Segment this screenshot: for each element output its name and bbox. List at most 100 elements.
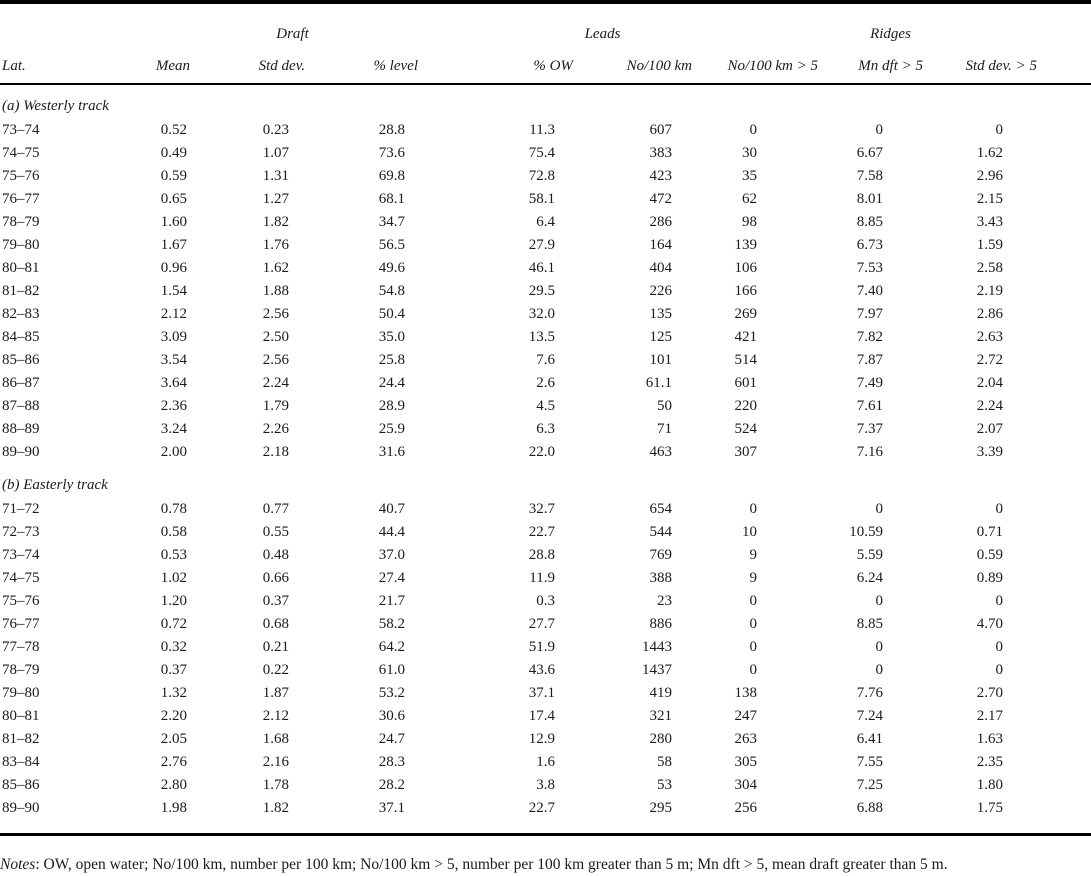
- value-cell: 58: [657, 754, 672, 770]
- value-cell: 886: [649, 616, 673, 632]
- value-cell: 1.67: [160, 237, 187, 253]
- value-cell: 6.41: [856, 731, 883, 747]
- value-cell: 62: [742, 191, 757, 207]
- lat-cell: 73–74: [2, 122, 40, 138]
- value-cell: 54.8: [378, 283, 405, 299]
- value-cell: 0.71: [976, 524, 1004, 540]
- value-cell: 139: [734, 237, 758, 253]
- value-cell: 164: [649, 237, 673, 253]
- lat-cell: 81–82: [2, 731, 40, 747]
- value-cell: 247: [734, 708, 758, 724]
- value-cell: 98: [742, 214, 757, 230]
- table-row: 81–82 1.54 1.88 54.8 29.5 226 166 7.40 2.19: [0, 280, 1091, 303]
- value-cell: 75.4: [528, 145, 555, 161]
- value-cell: 1.20: [160, 593, 187, 609]
- value-cell: 58.1: [528, 191, 555, 207]
- column-header-mean: Mean: [115, 44, 195, 85]
- value-cell: 2.19: [976, 283, 1004, 299]
- value-cell: 1.27: [262, 191, 289, 207]
- value-cell: 6.67: [856, 145, 883, 161]
- lat-cell: 85–86: [2, 777, 40, 793]
- group-header-draft: Draft: [276, 26, 309, 42]
- value-cell: 1.78: [262, 777, 289, 793]
- value-cell: 61.0: [378, 662, 405, 678]
- table-row: 77–78 0.32 0.21 64.2 51.9 1443 0 0 0: [0, 636, 1091, 659]
- section-label-row: (a) Westerly track: [0, 84, 1091, 119]
- value-cell: 601: [734, 375, 758, 391]
- value-cell: 3.39: [976, 444, 1004, 460]
- value-cell: 2.05: [160, 731, 187, 747]
- lat-cell: 89–90: [2, 444, 40, 460]
- value-cell: 0.65: [160, 191, 187, 207]
- value-cell: 0: [749, 501, 758, 517]
- value-cell: 321: [649, 708, 673, 724]
- value-cell: 2.20: [160, 708, 187, 724]
- table-row: 80–81 0.96 1.62 49.6 46.1 404 106 7.53 2.58: [0, 257, 1091, 280]
- value-cell: 0.21: [262, 639, 289, 655]
- lat-cell: 75–76: [2, 168, 40, 184]
- value-cell: 27.7: [528, 616, 555, 632]
- value-cell: 1.60: [160, 214, 187, 230]
- value-cell: 0.58: [160, 524, 187, 540]
- value-cell: 24.4: [378, 375, 405, 391]
- value-cell: 35: [742, 168, 757, 184]
- value-cell: 0.3: [536, 593, 555, 609]
- value-cell: 51.9: [528, 639, 555, 655]
- value-cell: 6.88: [856, 800, 883, 816]
- value-cell: 1.54: [160, 283, 187, 299]
- value-cell: 307: [734, 444, 758, 460]
- value-cell: 1.76: [262, 237, 289, 253]
- value-cell: 27.4: [378, 570, 405, 586]
- value-cell: 6.73: [856, 237, 883, 253]
- value-cell: 0: [875, 122, 884, 138]
- value-cell: 101: [649, 352, 673, 368]
- value-cell: 1443: [642, 639, 672, 655]
- value-cell: 7.97: [856, 306, 883, 322]
- value-cell: 50: [657, 398, 672, 414]
- value-cell: 50.4: [378, 306, 405, 322]
- table-row: 78–79 0.37 0.22 61.0 43.6 1437 0 0 0: [0, 659, 1091, 682]
- value-cell: 269: [734, 306, 758, 322]
- value-cell: 53: [657, 777, 672, 793]
- value-cell: 0.37: [262, 593, 289, 609]
- value-cell: 5.59: [856, 547, 883, 563]
- lat-cell: 72–73: [2, 524, 40, 540]
- value-cell: 11.3: [529, 122, 555, 138]
- value-cell: 1.62: [262, 260, 289, 276]
- value-cell: 37.1: [528, 685, 555, 701]
- table-bottom-spacer: [0, 820, 1091, 835]
- lat-cell: 83–84: [2, 754, 40, 770]
- table-row: 73–74 0.52 0.23 28.8 11.3 607 0 0 0: [0, 119, 1091, 142]
- value-cell: 524: [734, 421, 758, 437]
- value-cell: 17.4: [528, 708, 555, 724]
- value-cell: 0: [995, 122, 1004, 138]
- value-cell: 0: [749, 122, 758, 138]
- value-cell: 106: [734, 260, 758, 276]
- value-cell: 37.1: [378, 800, 405, 816]
- table-row: 80–81 2.20 2.12 30.6 17.4 321 247 7.24 2.17: [0, 705, 1091, 728]
- value-cell: 22.7: [528, 800, 555, 816]
- lat-cell: 81–82: [2, 283, 40, 299]
- value-cell: 21.7: [378, 593, 405, 609]
- value-cell: 404: [649, 260, 673, 276]
- value-cell: 61.1: [645, 375, 672, 391]
- value-cell: 0.48: [262, 547, 289, 563]
- value-cell: 0.78: [160, 501, 187, 517]
- lat-cell: 71–72: [2, 501, 40, 517]
- value-cell: 7.61: [856, 398, 883, 414]
- value-cell: 2.18: [262, 444, 289, 460]
- value-cell: 1.98: [160, 800, 187, 816]
- lat-cell: 76–77: [2, 191, 40, 207]
- value-cell: 69.8: [378, 168, 405, 184]
- value-cell: 514: [734, 352, 758, 368]
- value-cell: 0.72: [160, 616, 187, 632]
- value-cell: 7.58: [856, 168, 883, 184]
- value-cell: 0: [749, 639, 758, 655]
- value-cell: 2.58: [976, 260, 1004, 276]
- table-row: 88–89 3.24 2.26 25.9 6.3 71 524 7.37 2.07: [0, 418, 1091, 441]
- value-cell: 4.5: [536, 398, 555, 414]
- value-cell: 46.1: [528, 260, 555, 276]
- value-cell: 472: [649, 191, 673, 207]
- table-body: (a) Westerly track 73–74 0.52 0.23 28.8 11.3 6…: [0, 84, 1091, 820]
- table-row: 74–75 0.49 1.07 73.6 75.4 383 30 6.67 1.62: [0, 142, 1091, 165]
